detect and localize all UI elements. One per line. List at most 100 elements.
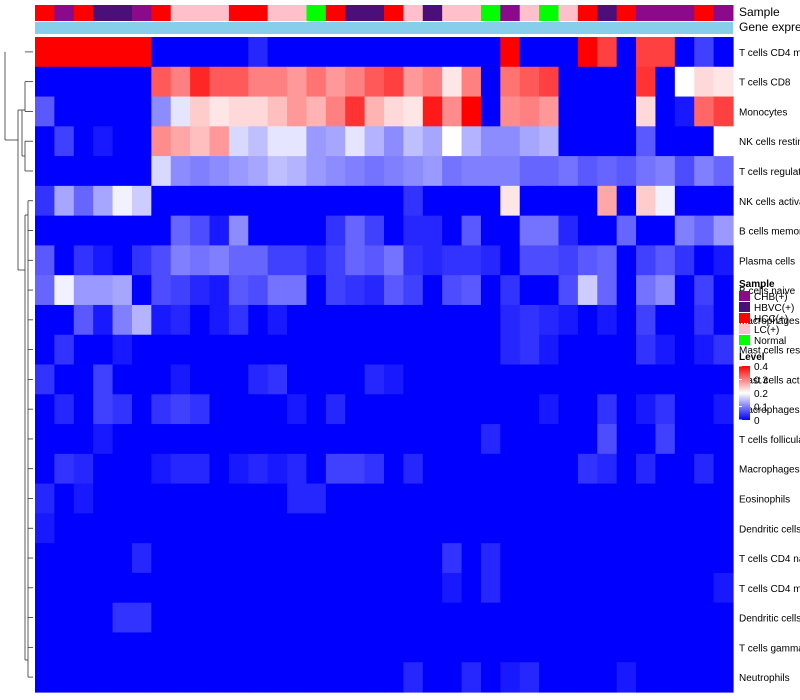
sample-annotation-cell — [636, 5, 656, 21]
heatmap-cell — [461, 215, 482, 247]
heatmap-cell — [480, 602, 501, 634]
heatmap-cell — [267, 275, 288, 306]
heatmap-cell — [500, 543, 521, 574]
heatmap-cell — [461, 185, 482, 217]
heatmap-cell — [597, 543, 618, 574]
heatmap-cell — [403, 602, 424, 634]
sample-annotation-cell — [325, 5, 346, 21]
legend-tick-label: 0.2 — [754, 389, 768, 400]
heatmap-cell — [93, 543, 114, 574]
heatmap-cell — [131, 572, 152, 604]
heatmap-cell — [519, 215, 540, 247]
heatmap-cell — [674, 185, 695, 217]
heatmap-cell — [190, 37, 211, 68]
heatmap-cell — [577, 662, 598, 693]
heatmap-cell — [131, 37, 152, 68]
heatmap-cell — [597, 572, 618, 604]
heatmap-cell — [131, 662, 152, 693]
row-label: NK cells activated — [739, 197, 800, 208]
sample-track-label: Sample — [739, 5, 780, 19]
row-label: B cells naive — [739, 286, 796, 297]
heatmap-cell — [577, 632, 598, 663]
heatmap-cell — [519, 37, 540, 68]
heatmap-cell — [422, 275, 443, 306]
heatmap-cell — [325, 245, 346, 276]
heatmap-cell — [500, 96, 521, 127]
heatmap-cell — [267, 453, 288, 485]
heatmap-cell — [403, 304, 424, 336]
heatmap-cell — [151, 126, 172, 157]
heatmap-cell — [539, 245, 560, 276]
heatmap-cell — [267, 602, 288, 634]
heatmap-cell — [655, 37, 676, 68]
sample-annotation-cell — [442, 5, 463, 21]
heatmap-cell — [674, 572, 695, 604]
heatmap-cell — [131, 483, 152, 514]
heatmap-cell — [422, 513, 443, 544]
heatmap-cell — [112, 572, 133, 604]
heatmap-cell — [616, 334, 637, 366]
sample-annotation-cell — [519, 5, 540, 21]
heatmap-cell — [248, 156, 269, 187]
heatmap-cell — [403, 513, 424, 544]
heatmap-cell — [364, 37, 385, 68]
heatmap-cell — [54, 364, 75, 395]
heatmap-cell — [306, 156, 327, 187]
heatmap-cell — [228, 334, 249, 366]
heatmap-cell — [616, 572, 637, 604]
heatmap-cell — [577, 275, 598, 306]
heatmap-cell — [151, 96, 172, 127]
heatmap-cell — [267, 126, 288, 157]
heatmap-cell — [539, 513, 560, 544]
heatmap-cell — [209, 662, 230, 693]
heatmap-cell — [713, 662, 734, 693]
heatmap-cell — [325, 602, 346, 634]
heatmap-cell — [345, 572, 366, 604]
heatmap-cell — [170, 394, 191, 425]
heatmap-cell — [35, 632, 55, 663]
heatmap-cell — [93, 483, 114, 514]
heatmap-cell — [228, 215, 249, 247]
heatmap-cell — [597, 394, 618, 425]
heatmap-cell — [636, 483, 657, 514]
heatmap-cell — [73, 364, 94, 395]
heatmap-cell — [519, 185, 540, 217]
row-label: B cells memory — [739, 227, 800, 238]
heatmap-cell — [674, 394, 695, 425]
heatmap-cell — [364, 215, 385, 247]
heatmap-cell — [190, 304, 211, 336]
heatmap-cell — [228, 126, 249, 157]
heatmap-cell — [54, 334, 75, 366]
heatmap-cell — [209, 572, 230, 604]
heatmap-cell — [54, 513, 75, 544]
heatmap-cell — [461, 424, 482, 455]
heatmap-cell — [209, 334, 230, 366]
heatmap-cell — [403, 632, 424, 663]
heatmap-cell — [364, 245, 385, 276]
heatmap-cell — [190, 513, 211, 544]
heatmap-cell — [170, 185, 191, 217]
heatmap-cell — [364, 662, 385, 693]
heatmap-cell — [500, 126, 521, 157]
heatmap-cell — [616, 662, 637, 693]
heatmap-cell — [694, 275, 715, 306]
heatmap-cell — [713, 185, 734, 217]
sample-annotation-cell — [655, 5, 676, 21]
heatmap-cell — [209, 424, 230, 455]
heatmap-cell — [558, 96, 579, 127]
sample-annotation-cell — [131, 5, 152, 21]
heatmap-cell — [577, 126, 598, 157]
heatmap-cell — [442, 543, 463, 574]
heatmap-cell — [384, 304, 404, 336]
heatmap-cell — [151, 602, 172, 634]
row-label: Dendritic cells activated — [739, 614, 800, 625]
heatmap-cell — [616, 304, 637, 336]
heatmap-cell — [519, 632, 540, 663]
heatmap-cell — [112, 215, 133, 247]
heatmap-cell — [209, 96, 230, 127]
heatmap-cell — [190, 215, 211, 247]
heatmap-cell — [461, 275, 482, 306]
sample-annotation-cell — [713, 5, 734, 21]
heatmap-cell — [519, 424, 540, 455]
heatmap-cell — [384, 245, 404, 276]
